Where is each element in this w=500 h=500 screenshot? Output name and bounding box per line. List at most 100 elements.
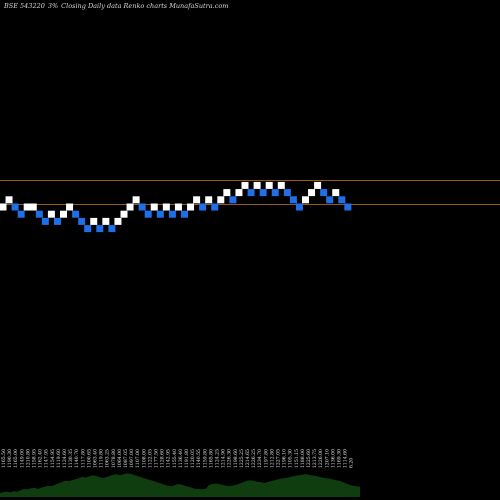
price-label: 1165.50 bbox=[1, 449, 7, 468]
up-brick bbox=[66, 203, 74, 211]
renko-bricks bbox=[0, 181, 352, 233]
price-label: 1188.00 bbox=[300, 449, 306, 468]
up-brick bbox=[150, 203, 158, 211]
up-brick bbox=[277, 181, 285, 189]
price-label: 1227.05 bbox=[276, 449, 282, 468]
down-brick bbox=[78, 217, 86, 225]
price-label: 1191.80 bbox=[184, 449, 190, 468]
price-label: 1097.00 bbox=[129, 449, 135, 468]
up-brick bbox=[0, 203, 7, 211]
up-brick bbox=[223, 189, 231, 197]
down-brick bbox=[295, 203, 303, 211]
price-label: 1151.15 bbox=[294, 449, 300, 468]
down-brick bbox=[168, 210, 176, 218]
price-label: 1063.25 bbox=[105, 449, 111, 468]
down-brick bbox=[35, 210, 43, 218]
up-brick bbox=[29, 203, 37, 211]
down-brick bbox=[181, 210, 188, 218]
down-brick bbox=[11, 203, 19, 211]
down-brick bbox=[338, 196, 346, 204]
price-label: 6.20 bbox=[349, 458, 355, 468]
price-label: 1226.30 bbox=[227, 449, 233, 468]
down-brick bbox=[320, 189, 328, 197]
price-label: 1225.60 bbox=[306, 449, 312, 468]
up-brick bbox=[193, 196, 201, 204]
down-brick bbox=[84, 225, 92, 233]
up-brick bbox=[90, 217, 98, 225]
up-brick bbox=[217, 196, 225, 204]
up-brick bbox=[47, 210, 55, 218]
down-brick bbox=[283, 189, 291, 197]
price-label: 1197.80 bbox=[263, 449, 269, 468]
chart-header: BSE 543220 3% Closing Daily data Renko cha… bbox=[4, 2, 231, 10]
price-label: 1155.40 bbox=[172, 449, 178, 468]
up-brick bbox=[302, 196, 309, 204]
price-label: 1234.70 bbox=[257, 449, 263, 468]
price-label: 1225.25 bbox=[239, 449, 245, 468]
box-size: 3% bbox=[47, 2, 59, 10]
down-brick bbox=[247, 189, 255, 197]
chart-description: Closing Daily data Renko charts MunafaSu… bbox=[61, 2, 229, 10]
down-brick bbox=[53, 217, 61, 225]
down-brick bbox=[199, 203, 207, 211]
price-label: 1136.40 bbox=[178, 449, 184, 468]
up-brick bbox=[241, 181, 249, 189]
up-brick bbox=[332, 189, 340, 197]
price-label: 1130.35 bbox=[68, 449, 74, 468]
price-label: 1169.30 bbox=[337, 449, 343, 468]
price-label: 1142.95 bbox=[166, 449, 172, 468]
price-label: 1140.70 bbox=[74, 449, 80, 468]
price-label: 1120.05 bbox=[190, 449, 196, 468]
price-label: 1117.80 bbox=[80, 449, 86, 468]
price-label: 1087.05 bbox=[123, 449, 129, 468]
up-brick bbox=[174, 203, 182, 211]
up-brick bbox=[162, 203, 170, 211]
price-label: 1119.60 bbox=[56, 449, 62, 468]
price-label: 1196.10 bbox=[282, 449, 288, 468]
price-label: 1136.00 bbox=[330, 449, 336, 468]
down-brick bbox=[41, 217, 49, 225]
price-label: 1177.50 bbox=[154, 449, 160, 468]
up-brick bbox=[314, 181, 322, 189]
volume-area bbox=[0, 473, 360, 497]
price-label: 1147.95 bbox=[44, 449, 50, 468]
price-label: 1226.00 bbox=[318, 449, 324, 468]
up-brick bbox=[205, 196, 213, 204]
price-label: 1213.75 bbox=[312, 449, 318, 468]
up-brick bbox=[120, 210, 128, 218]
price-label: 1165.00 bbox=[13, 449, 19, 468]
price-label: 1198.60 bbox=[233, 449, 239, 468]
price-label: 1159.80 bbox=[202, 449, 208, 468]
up-brick bbox=[23, 203, 31, 211]
down-brick bbox=[211, 203, 219, 211]
down-brick bbox=[17, 210, 25, 218]
price-label: 1154.95 bbox=[50, 449, 56, 468]
price-label: 1140.55 bbox=[196, 449, 202, 468]
price-label: 1124.60 bbox=[62, 449, 68, 468]
price-label: 1149.00 bbox=[19, 449, 25, 468]
price-label: 1214.90 bbox=[221, 449, 227, 468]
down-brick bbox=[96, 225, 104, 233]
down-brick bbox=[326, 196, 334, 204]
down-brick bbox=[108, 225, 116, 233]
up-brick bbox=[265, 181, 273, 189]
price-label: 1114.60 bbox=[343, 449, 349, 468]
price-label: 1119.80 bbox=[99, 449, 105, 468]
price-label: 1158.95 bbox=[32, 449, 38, 468]
price-label: 1190.30 bbox=[7, 449, 13, 468]
up-brick bbox=[60, 210, 67, 218]
price-label: 1064.00 bbox=[117, 449, 123, 468]
up-brick bbox=[5, 196, 13, 204]
down-brick bbox=[156, 210, 164, 218]
down-brick bbox=[259, 189, 267, 197]
price-label: 1212.80 bbox=[269, 449, 275, 468]
up-brick bbox=[114, 217, 122, 225]
down-brick bbox=[344, 203, 352, 211]
price-label: 1105.30 bbox=[288, 449, 294, 468]
price-label: 1063.40 bbox=[93, 449, 99, 468]
down-brick bbox=[138, 203, 146, 211]
price-label: 1122.05 bbox=[147, 449, 153, 468]
price-label: 1162.40 bbox=[38, 449, 44, 468]
price-label: 1214.65 bbox=[245, 449, 251, 468]
